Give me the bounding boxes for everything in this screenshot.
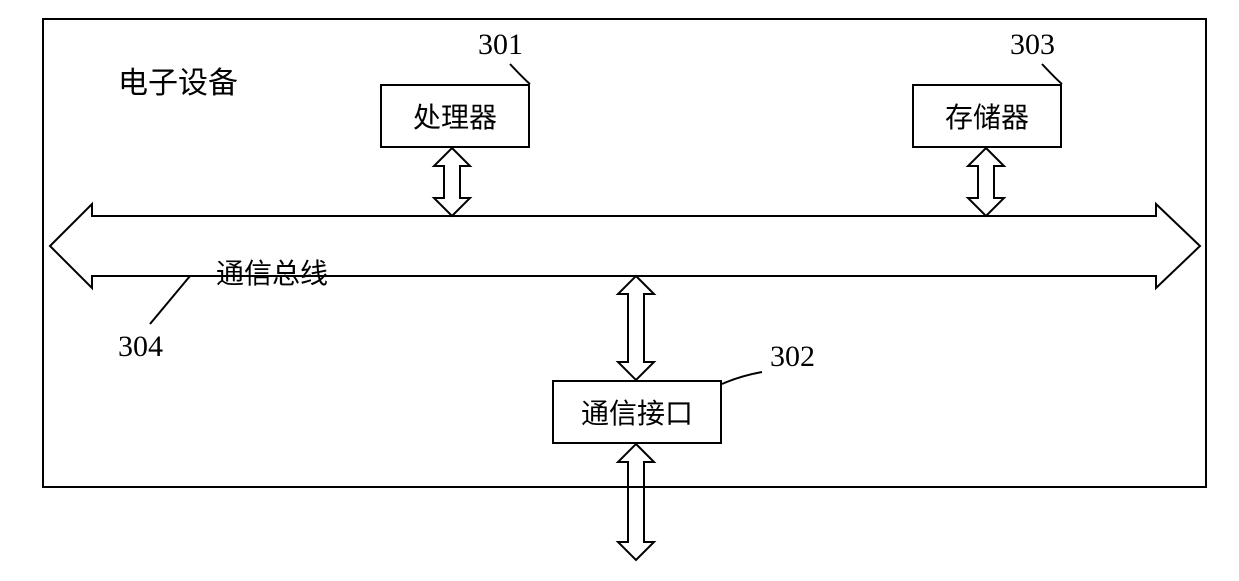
ref-303: 303 [1010,28,1055,62]
bus-label: 通信总线 [216,252,328,292]
processor-box: 处理器 [380,84,530,148]
comm-interface-label: 通信接口 [581,392,693,432]
ref-304: 304 [118,330,163,364]
ref-301: 301 [478,28,523,62]
ref-302: 302 [770,340,815,374]
diagram-title: 电子设备 [118,58,238,102]
processor-label: 处理器 [413,96,497,136]
memory-box: 存储器 [912,84,1062,148]
comm-interface-box: 通信接口 [552,380,722,444]
memory-label: 存储器 [945,96,1029,136]
diagram-canvas: 电子设备 处理器 存储器 通信接口 301 303 302 304 通信总线 [0,0,1239,581]
